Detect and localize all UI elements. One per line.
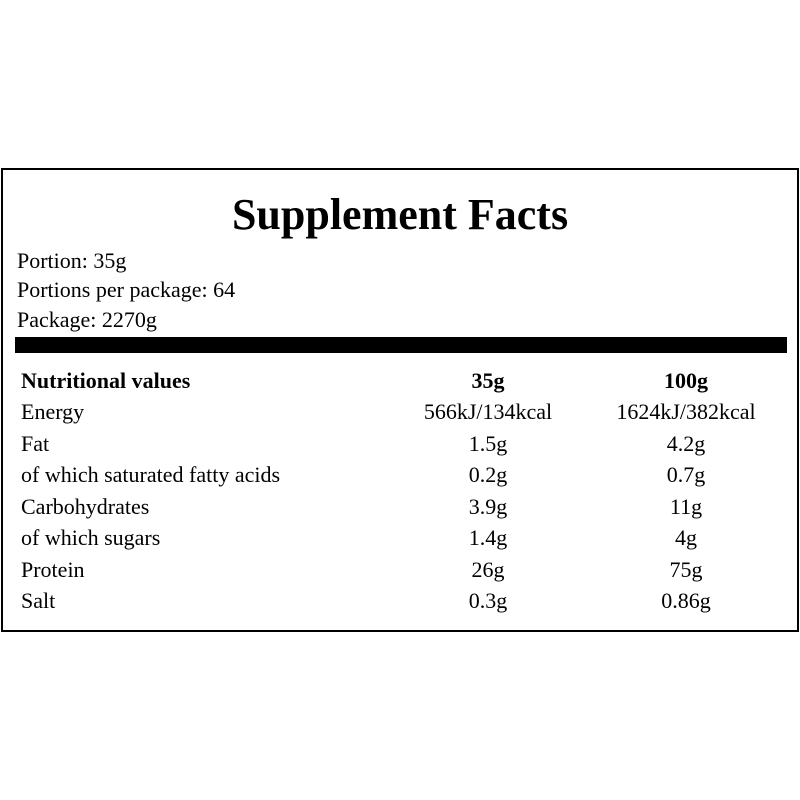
row-value: 4.2g [666, 430, 706, 456]
row-value: 26g [471, 556, 505, 582]
row-value: 566kJ/134kcal [423, 399, 553, 424]
row-value: 0.2g [468, 462, 508, 487]
row-value: 1624kJ/382kcal [616, 399, 756, 424]
row-value: 4g [675, 525, 697, 550]
row-value: 1.5g [468, 430, 508, 456]
row-label: Fat [21, 430, 50, 456]
info-line: Portions per package: 64 [17, 277, 236, 302]
row-label: of which sugars [21, 525, 161, 550]
row-label: of which saturated fatty acids [21, 462, 281, 487]
column-header: Nutritional values [21, 368, 191, 393]
row-value: 0.86g [661, 588, 711, 613]
row-value: 75g [669, 556, 703, 582]
facts-panel: Supplement Facts Portion: 35g Portions p… [1, 168, 799, 632]
row-value: 0.3g [468, 588, 508, 613]
row-label: Energy [21, 399, 85, 424]
row-value: 11g [669, 493, 703, 519]
divider-bar [15, 337, 787, 353]
row-value: 3.9g [468, 493, 508, 519]
info-line: Portion: 35g [17, 248, 127, 273]
row-label: Protein [21, 556, 85, 582]
column-header: 100g [664, 368, 708, 393]
row-label: Carbohydrates [21, 493, 150, 519]
row-value: 0.7g [666, 462, 706, 487]
row-label: Salt [21, 588, 56, 613]
column-header: 35g [471, 368, 505, 393]
info-line: Package: 2270g [17, 307, 157, 332]
title: Supplement Facts [231, 190, 569, 239]
row-value: 1.4g [468, 525, 508, 550]
